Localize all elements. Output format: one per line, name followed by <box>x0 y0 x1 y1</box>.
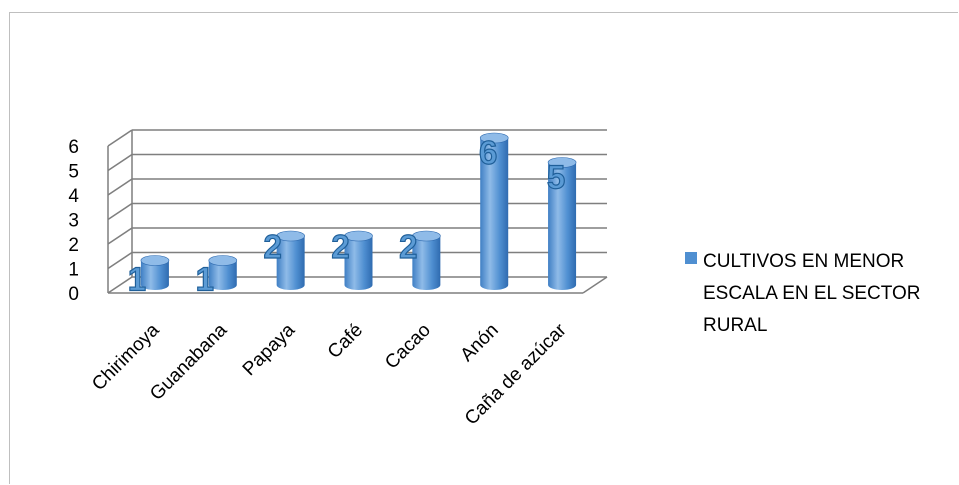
data-label: 1 <box>128 261 146 298</box>
grid-diagonal <box>107 178 133 196</box>
bar-top <box>276 230 305 242</box>
grid-diagonal <box>107 129 133 147</box>
bar-top <box>547 157 577 168</box>
legend-swatch <box>685 252 697 264</box>
y-tick-label: 5 <box>68 162 79 183</box>
bar-top <box>344 230 373 242</box>
bar <box>208 255 238 290</box>
grid-diagonal <box>107 153 133 172</box>
grid-diagonal <box>107 276 133 294</box>
bar-body <box>480 138 509 290</box>
bars: 1 1 2 2 2 6 5 <box>127 132 577 298</box>
bar <box>412 230 441 290</box>
y-tick-label: 4 <box>68 186 79 207</box>
bar <box>344 230 373 290</box>
bar-top <box>140 255 170 266</box>
bar-body <box>276 236 305 290</box>
bar-top <box>479 132 509 144</box>
bar-body <box>412 236 441 290</box>
y-tick-label: 6 <box>68 137 79 158</box>
bar-top <box>412 230 441 242</box>
x-tick-label: Cacao <box>381 320 435 374</box>
x-tick-label: Café <box>324 320 367 363</box>
data-label: 5 <box>547 159 565 196</box>
data-label: 6 <box>479 134 497 171</box>
data-label: 2 <box>331 228 349 265</box>
y-axis-ticks: 0 1 2 3 4 5 6 <box>68 137 79 305</box>
grid-diagonal <box>107 251 133 270</box>
floor-right-edge <box>582 276 608 294</box>
bar-body <box>344 236 373 290</box>
grid-diagonal <box>107 202 133 221</box>
y-tick-label: 0 <box>68 284 79 305</box>
bar <box>547 157 577 290</box>
data-label: 2 <box>399 228 417 265</box>
data-label: 2 <box>263 228 281 265</box>
bar <box>479 132 509 290</box>
legend-label: CULTIVOS EN MENOR ESCALA EN EL SECTOR RU… <box>703 251 921 336</box>
chart-frame <box>9 12 958 484</box>
bar <box>140 255 170 290</box>
y-tick-label: 2 <box>68 235 79 256</box>
bar-body <box>140 260 169 290</box>
bar-body <box>208 260 237 290</box>
y-tick-label: 3 <box>68 211 79 232</box>
data-label: 1 <box>196 261 214 298</box>
bar <box>276 230 305 290</box>
x-tick-label: Anón <box>457 320 503 366</box>
grid-diagonal <box>107 227 133 245</box>
bar-top <box>208 255 238 266</box>
y-tick-label: 1 <box>68 260 79 281</box>
x-tick-label: Papaya <box>239 319 300 380</box>
bar-body <box>548 162 577 290</box>
